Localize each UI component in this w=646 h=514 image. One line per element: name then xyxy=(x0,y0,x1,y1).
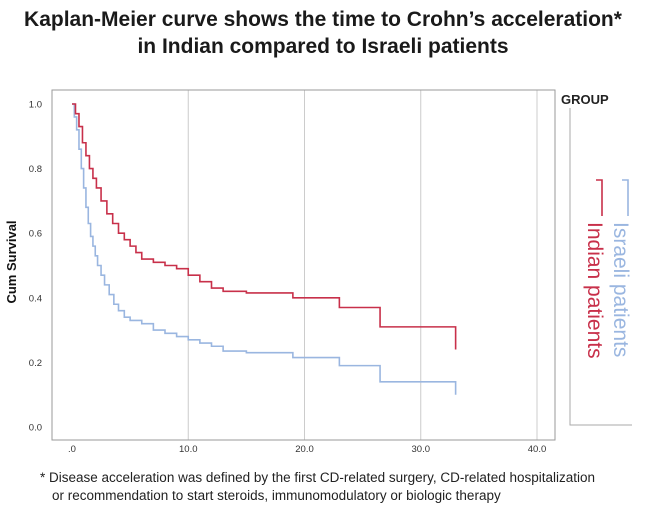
y-tick-label: 0.6 xyxy=(29,229,42,240)
footnote-line-2: or recommendation to start steroids, imm… xyxy=(52,488,501,503)
x-tick-label: 40.0 xyxy=(528,444,547,455)
y-tick-label: 0.0 xyxy=(29,423,42,434)
series-line-indian xyxy=(72,103,457,350)
legend-label-israeli: Israeli patients xyxy=(609,222,632,358)
series-line-israeli xyxy=(72,103,457,395)
legend-title: GROUP xyxy=(561,92,609,107)
chart-title-line-1: Kaplan-Meier curve shows the time to Cro… xyxy=(24,8,622,31)
y-tick-label: 1.0 xyxy=(29,100,42,111)
footnote-line-1: * Disease acceleration was defined by th… xyxy=(40,470,596,485)
x-tick-label: .0 xyxy=(68,444,76,455)
y-tick-label: 0.8 xyxy=(29,164,42,175)
x-tick-label: 20.0 xyxy=(295,444,314,455)
footnote: * Disease acceleration was defined by th… xyxy=(40,469,640,505)
chart-title: Kaplan-Meier curve shows the time to Cro… xyxy=(0,6,646,60)
y-tick-label: 0.4 xyxy=(29,293,42,304)
chart-title-line-2: in Indian compared to Israeli patients xyxy=(137,35,509,58)
plot-frame xyxy=(51,89,556,441)
legend-swatch-indian xyxy=(596,179,603,216)
y-axis-label: Cum Survival xyxy=(4,220,19,303)
chart-axes: .0 10.0 20.0 30.0 40.0 0.0 0.2 0.4 0.6 0.8 1.0 xyxy=(29,89,556,455)
legend-box xyxy=(569,108,632,426)
legend-outline xyxy=(569,108,632,426)
chart-series xyxy=(72,103,457,395)
legend-label-indian: Indian patients xyxy=(583,222,606,359)
y-tick-label: 0.2 xyxy=(29,358,42,369)
chart-grid xyxy=(187,90,538,440)
legend-swatch-israeli xyxy=(622,179,629,216)
x-tick-label: 30.0 xyxy=(412,444,431,455)
x-tick-label: 10.0 xyxy=(179,444,198,455)
